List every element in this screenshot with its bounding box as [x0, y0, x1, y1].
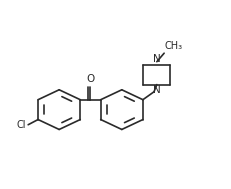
Text: CH₃: CH₃ — [164, 41, 182, 51]
Text: O: O — [86, 74, 94, 84]
Text: N: N — [152, 54, 160, 64]
Text: N: N — [152, 85, 160, 95]
Text: Cl: Cl — [16, 120, 26, 130]
